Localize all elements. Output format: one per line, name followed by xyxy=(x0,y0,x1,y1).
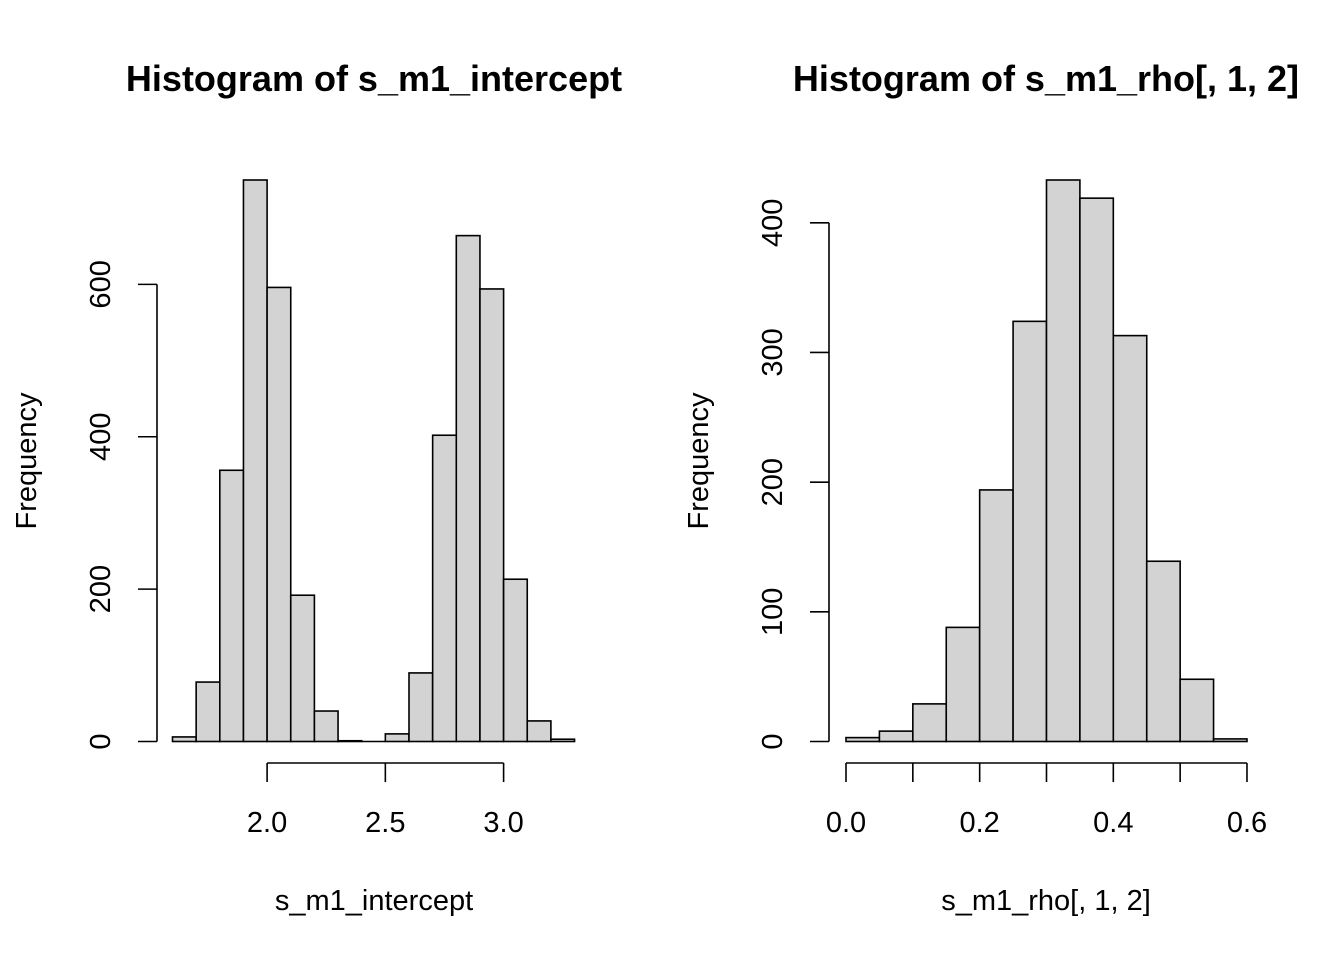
y-axis: 0 200 400 600 xyxy=(85,260,158,750)
x-tick-label: 3.0 xyxy=(483,807,523,839)
y-tick-label: 600 xyxy=(85,260,117,308)
histogram-bar xyxy=(1012,320,1048,743)
y-tick-label: 400 xyxy=(85,413,117,461)
x-tick-label: 0.0 xyxy=(826,807,866,839)
histogram-bar xyxy=(845,736,881,743)
histogram-bar xyxy=(550,738,576,743)
histogram-panel-intercept: Histogram of s_m1_intercept s_m1_interce… xyxy=(11,58,622,917)
x-tick-label: 0.4 xyxy=(1093,807,1133,839)
y-tick-label: 200 xyxy=(757,458,789,506)
histogram-bar xyxy=(455,234,481,743)
histogram-bar xyxy=(431,434,458,743)
histogram-bar xyxy=(171,736,197,743)
histogram-bar xyxy=(878,730,914,743)
histogram-bar xyxy=(1045,179,1081,743)
x-tick-label: 2.5 xyxy=(365,807,405,839)
histogram-bar xyxy=(526,720,552,743)
y-axis: 0 100 200 300 400 xyxy=(757,199,830,750)
histogram-bar xyxy=(408,672,434,743)
histogram-bar xyxy=(219,469,245,743)
histogram-bar xyxy=(313,710,339,743)
x-axis: 0.0 0.2 0.4 0.6 xyxy=(826,762,1267,839)
bars xyxy=(171,179,576,743)
x-axis: 2.0 2.5 3.0 xyxy=(247,762,524,839)
histogram-bar xyxy=(289,594,316,743)
bars xyxy=(845,179,1248,743)
y-tick-label: 400 xyxy=(757,199,789,247)
chart-title: Histogram of s_m1_rho[, 1, 2] xyxy=(793,58,1299,99)
x-tick-label: 2.0 xyxy=(247,807,287,839)
chart-title: Histogram of s_m1_intercept xyxy=(126,58,622,99)
histogram-bar xyxy=(242,179,268,743)
y-tick-label: 0 xyxy=(757,733,789,749)
histogram-bar xyxy=(978,489,1014,743)
x-tick-label: 0.6 xyxy=(1227,807,1267,839)
y-axis-label: Frequency xyxy=(11,392,43,530)
histogram-bar xyxy=(337,739,363,743)
histogram-bar xyxy=(266,286,292,743)
histogram-bar xyxy=(1212,738,1248,743)
y-tick-label: 200 xyxy=(85,565,117,613)
y-axis-label: Frequency xyxy=(683,392,715,530)
histogram-bar xyxy=(1112,334,1148,743)
histogram-bar xyxy=(195,681,221,743)
histogram-bar xyxy=(1145,560,1181,743)
histogram-bar xyxy=(384,733,410,743)
y-tick-label: 100 xyxy=(757,588,789,636)
y-tick-label: 300 xyxy=(757,328,789,376)
histogram-bar xyxy=(912,703,948,743)
histogram-bar xyxy=(502,578,529,743)
x-axis-label: s_m1_intercept xyxy=(275,885,473,917)
y-tick-label: 0 xyxy=(85,733,117,749)
x-tick-label: 0.2 xyxy=(959,807,999,839)
histogram-bar xyxy=(479,288,505,743)
histogram-bar xyxy=(1079,197,1115,743)
histogram-bar xyxy=(1179,678,1215,743)
x-axis-label: s_m1_rho[, 1, 2] xyxy=(941,885,1151,917)
histogram-bar xyxy=(945,626,981,743)
histogram-panel-rho: Histogram of s_m1_rho[, 1, 2] s_m1_rho[,… xyxy=(683,58,1299,917)
